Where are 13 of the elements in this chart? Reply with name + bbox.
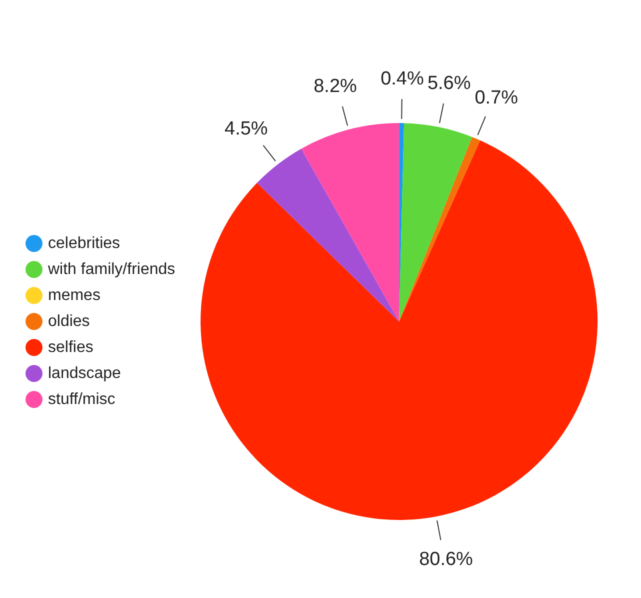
legend-label: selfies — [48, 338, 94, 356]
legend-label: memes — [48, 286, 100, 304]
legend-label: celebrities — [48, 234, 120, 252]
data-label: 80.6% — [419, 548, 474, 570]
data-label: 0.4% — [380, 68, 424, 90]
data-label: 4.5% — [224, 118, 268, 140]
data-label: 0.7% — [474, 87, 518, 108]
data-label: 5.6% — [427, 73, 471, 94]
legend-label: stuff/misc — [48, 390, 116, 408]
legend-label: oldies — [48, 312, 90, 330]
legend-label: landscape — [48, 364, 122, 382]
data-label: 8.2% — [314, 76, 358, 98]
legend-label: with family/friends — [47, 260, 176, 278]
